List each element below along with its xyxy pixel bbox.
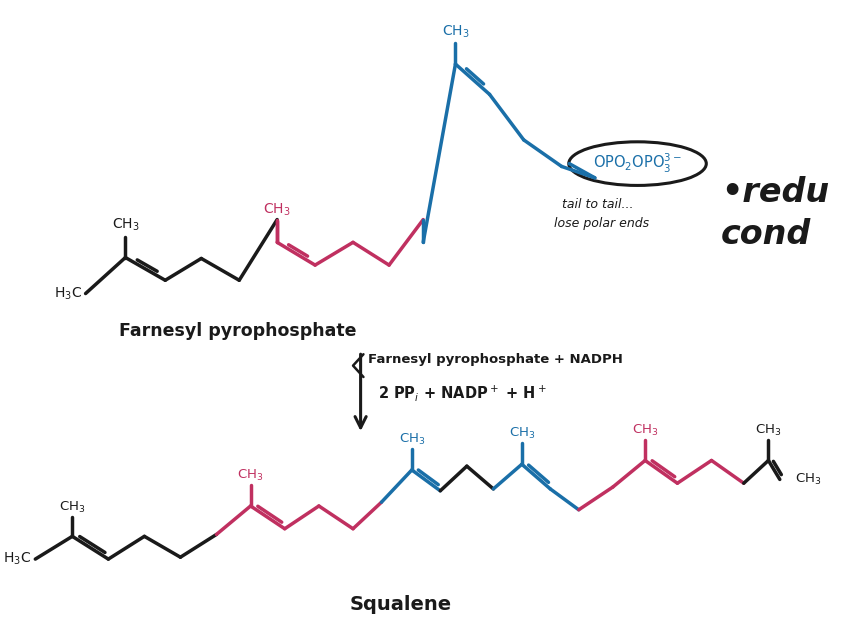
- Text: OPO$_2$OPO$_3^{3-}$: OPO$_2$OPO$_3^{3-}$: [593, 152, 682, 175]
- Text: Farnesyl pyrophosphate + NADPH: Farnesyl pyrophosphate + NADPH: [368, 354, 623, 366]
- Text: •redu: •redu: [721, 176, 829, 209]
- Text: H$_3$C: H$_3$C: [54, 285, 82, 302]
- Text: Farnesyl pyrophosphate: Farnesyl pyrophosphate: [119, 323, 356, 341]
- Text: Squalene: Squalene: [349, 595, 451, 614]
- Text: tail to tail...: tail to tail...: [562, 198, 633, 211]
- Text: lose polar ends: lose polar ends: [554, 217, 649, 230]
- Text: H$_3$C: H$_3$C: [3, 551, 31, 567]
- Text: CH$_3$: CH$_3$: [795, 472, 822, 487]
- Text: CH$_3$: CH$_3$: [509, 426, 535, 441]
- Text: 2 PP$_i$ + NADP$^+$ + H$^+$: 2 PP$_i$ + NADP$^+$ + H$^+$: [378, 383, 546, 403]
- Text: CH$_3$: CH$_3$: [398, 432, 425, 447]
- Text: CH$_3$: CH$_3$: [59, 500, 86, 515]
- Text: CH$_3$: CH$_3$: [755, 422, 781, 438]
- Text: CH$_3$: CH$_3$: [632, 422, 658, 438]
- Text: CH$_3$: CH$_3$: [112, 217, 139, 234]
- Text: CH$_3$: CH$_3$: [237, 468, 264, 483]
- Text: CH$_3$: CH$_3$: [264, 202, 291, 218]
- Text: cond: cond: [721, 218, 811, 251]
- Text: CH$_3$: CH$_3$: [441, 24, 469, 40]
